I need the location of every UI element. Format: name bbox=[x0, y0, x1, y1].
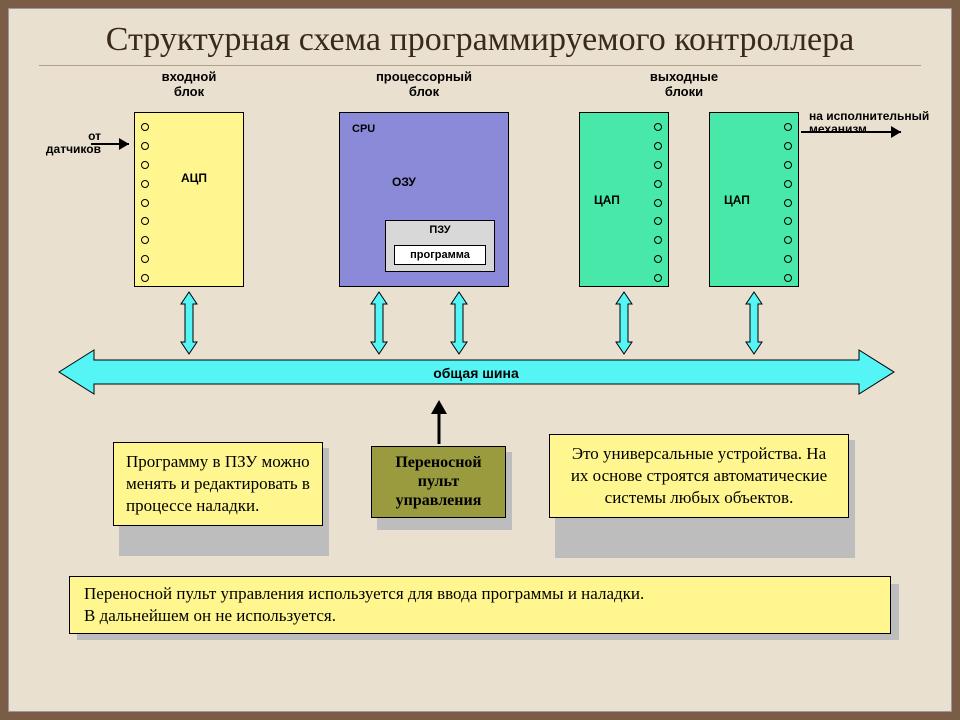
port-dot bbox=[141, 199, 149, 207]
dac1-label: ЦАП bbox=[594, 193, 620, 207]
note-bottom-text: Переносной пульт управления используется… bbox=[84, 584, 644, 625]
port-dot bbox=[141, 217, 149, 225]
port-dot bbox=[141, 274, 149, 282]
port-dot bbox=[654, 199, 662, 207]
ram-label: ОЗУ bbox=[392, 175, 416, 189]
rom-label: ПЗУ bbox=[386, 221, 494, 236]
port-dot bbox=[141, 236, 149, 244]
label-input-block: входнойблок bbox=[144, 70, 234, 100]
bus-bar bbox=[59, 350, 894, 394]
label-output-blocks: выходныеблоки bbox=[629, 70, 739, 100]
port-dot bbox=[784, 161, 792, 169]
port-dot bbox=[141, 161, 149, 169]
port-dot bbox=[654, 123, 662, 131]
port-dot bbox=[784, 236, 792, 244]
bus-connector-cpu-l bbox=[371, 292, 387, 354]
label-from-sensors: отдатчиков bbox=[31, 130, 101, 156]
program-label: программа bbox=[394, 245, 486, 265]
port-dot bbox=[141, 255, 149, 263]
port-dot bbox=[654, 255, 662, 263]
console-box: Переноснойпультуправления bbox=[371, 446, 506, 518]
port-dot bbox=[784, 142, 792, 150]
bus-label: общая шина bbox=[433, 365, 519, 381]
bus-connector-adc bbox=[181, 292, 197, 354]
dac-block-2: ЦАП bbox=[709, 112, 799, 287]
bottom-note-area: Переносной пульт управления используется… bbox=[69, 576, 891, 634]
adc-label: АЦП bbox=[181, 171, 207, 185]
note-left: Программу в ПЗУ можно менять и редактиро… bbox=[113, 442, 323, 526]
dac2-label: ЦАП bbox=[724, 193, 750, 207]
label-processor-block: процессорныйблок bbox=[369, 70, 479, 100]
port-dot bbox=[654, 236, 662, 244]
label-to-actuator: на исполнительныймеханизм bbox=[809, 110, 939, 136]
port-dot bbox=[784, 217, 792, 225]
bus-connector-dac2 bbox=[746, 292, 762, 354]
cpu-label: CPU bbox=[352, 123, 375, 135]
bus-connector-cpu-r bbox=[451, 292, 467, 354]
port-dot bbox=[654, 274, 662, 282]
note-right-text: Это универсальные устройства. На их осно… bbox=[571, 444, 827, 507]
note-bottom: Переносной пульт управления используется… bbox=[69, 576, 891, 634]
port-dot bbox=[654, 161, 662, 169]
diagram-area: входнойблок процессорныйблок выходныебло… bbox=[39, 72, 921, 422]
port-dot bbox=[784, 180, 792, 188]
port-dot bbox=[141, 142, 149, 150]
adc-block: АЦП bbox=[134, 112, 244, 287]
title-rule bbox=[39, 65, 921, 66]
note-left-text: Программу в ПЗУ можно менять и редактиро… bbox=[126, 452, 310, 515]
port-dot bbox=[141, 180, 149, 188]
port-dot bbox=[654, 142, 662, 150]
port-dot bbox=[784, 274, 792, 282]
slide: Структурная схема программируемого контр… bbox=[8, 8, 952, 712]
port-dot bbox=[784, 123, 792, 131]
bus-connector-dac1 bbox=[616, 292, 632, 354]
port-dot bbox=[784, 199, 792, 207]
port-dot bbox=[654, 180, 662, 188]
notes-area: Программу в ПЗУ можно менять и редактиро… bbox=[39, 422, 921, 572]
page-title: Структурная схема программируемого контр… bbox=[9, 9, 951, 65]
port-dot bbox=[141, 123, 149, 131]
port-dot bbox=[654, 217, 662, 225]
cpu-block: CPU ОЗУ ПЗУ программа bbox=[339, 112, 509, 287]
note-right: Это универсальные устройства. На их осно… bbox=[549, 434, 849, 518]
dac-block-1: ЦАП bbox=[579, 112, 669, 287]
console-text: Переноснойпультуправления bbox=[395, 454, 481, 509]
port-dot bbox=[784, 255, 792, 263]
